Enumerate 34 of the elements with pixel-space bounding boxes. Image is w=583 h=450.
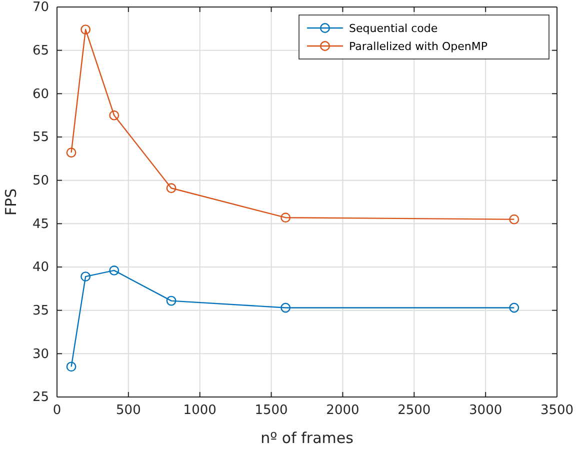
point <box>66 148 76 158</box>
point <box>80 24 91 34</box>
y-tick-label: 70 <box>32 0 49 16</box>
y-tick-label: 40 <box>32 260 49 276</box>
legend-label: Parallelized with OpenMP <box>349 40 488 53</box>
point <box>280 302 291 313</box>
x-tick-label: 1000 <box>183 403 216 418</box>
y-tick-label: 60 <box>32 86 49 102</box>
point <box>509 214 520 224</box>
y-tick-label: 50 <box>32 173 49 188</box>
y-tick-label: 25 <box>32 390 49 406</box>
x-tick-label: 500 <box>116 403 141 418</box>
y-tick-label: 55 <box>32 130 49 146</box>
y-tick-label: 65 <box>32 43 49 58</box>
y-tick-label: 45 <box>32 216 49 232</box>
point <box>166 183 176 194</box>
point <box>166 296 176 306</box>
y-axis-title: FPS <box>2 188 20 216</box>
x-tick-label: 3500 <box>540 403 574 418</box>
x-tick-label: 2500 <box>398 403 431 418</box>
point <box>280 212 291 223</box>
legend-label: Sequential code <box>349 22 438 35</box>
x-tick-label: 0 <box>52 403 62 418</box>
point <box>109 266 120 276</box>
x-tick-label: 3000 <box>469 403 502 418</box>
x-axis-title: nº of frames <box>260 429 354 447</box>
point <box>66 362 76 372</box>
y-tick-label: 35 <box>32 303 49 318</box>
point <box>80 272 91 282</box>
y-tick-label: 30 <box>32 346 49 362</box>
point <box>509 302 520 313</box>
point <box>109 110 120 120</box>
x-tick-label: 2000 <box>326 403 360 418</box>
x-tick-label: 1500 <box>254 403 288 418</box>
